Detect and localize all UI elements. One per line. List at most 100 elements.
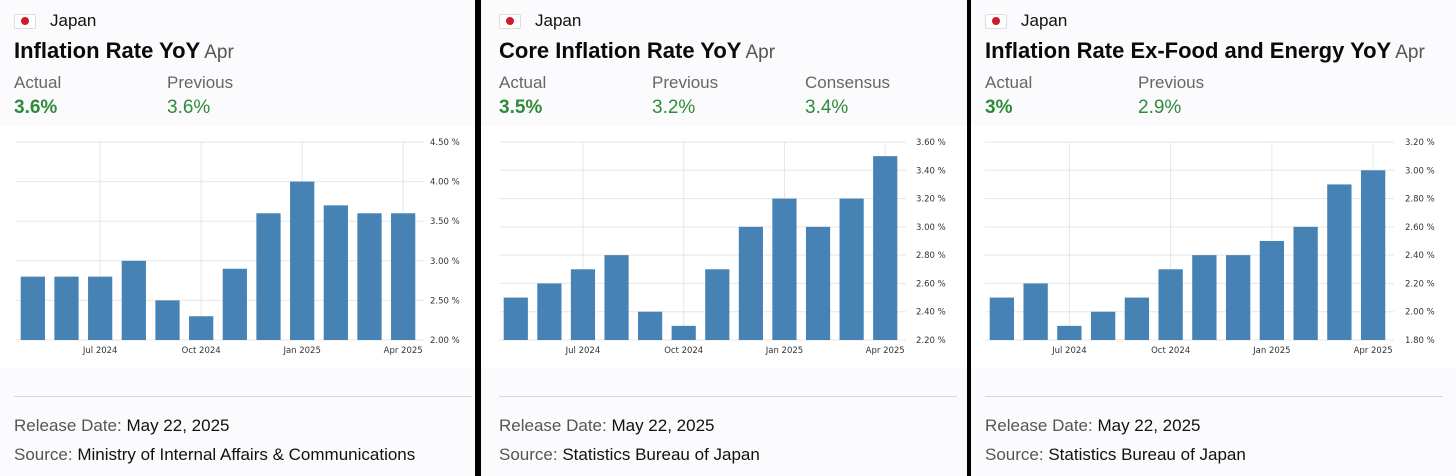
- bar: [1259, 241, 1285, 340]
- country-name: Japan: [50, 11, 97, 30]
- period-label: Apr: [204, 42, 234, 63]
- bar: [1225, 255, 1251, 340]
- indicator-title: Inflation Rate YoY: [14, 38, 201, 63]
- y-tick-label: 2.40 %: [916, 308, 946, 318]
- bar: [323, 205, 348, 340]
- x-tick-label: Jan 2025: [1252, 346, 1290, 356]
- stat-value: 3.5%: [499, 97, 543, 118]
- bar: [604, 255, 629, 340]
- country-row: Japan: [499, 11, 581, 31]
- y-tick-label: 3.00 %: [1405, 166, 1435, 176]
- bar: [54, 276, 79, 340]
- period-label: Apr: [1395, 42, 1425, 63]
- bar-chart: 2.00 % 2.50 % 3.00 % 3.50 % 4.00 % 4.50 % Jul …: [0, 126, 475, 368]
- source-value: Statistics Bureau of Japan: [562, 445, 760, 464]
- bar: [570, 269, 596, 340]
- stat-label: Consensus: [805, 73, 891, 92]
- bar: [222, 268, 247, 340]
- y-tick-label: 2.50 %: [430, 296, 460, 306]
- stat-label: Actual: [985, 73, 1033, 92]
- y-tick-label: 3.20 %: [1405, 138, 1435, 148]
- source: Source: Statistics Bureau of Japan: [985, 445, 1246, 465]
- title-row: Inflation Rate YoY Apr: [14, 38, 234, 64]
- y-tick-label: 3.50 %: [430, 217, 460, 227]
- bar: [1057, 325, 1082, 340]
- source-label: Source:: [14, 445, 73, 464]
- release-date-value: May 22, 2025: [611, 416, 715, 435]
- stat-previous: Previous 2.9%: [1138, 73, 1204, 119]
- stat-label: Actual: [14, 73, 62, 92]
- japan-flag-icon: [985, 13, 1007, 29]
- bar: [738, 226, 763, 340]
- stat-label: Previous: [1138, 73, 1205, 92]
- stat-value: 3%: [985, 97, 1013, 118]
- bar: [839, 198, 864, 340]
- release-date: Release Date: May 22, 2025: [499, 416, 714, 436]
- bar: [772, 198, 797, 340]
- stat-value: 3.2%: [652, 97, 696, 118]
- y-tick-label: 2.60 %: [916, 279, 946, 289]
- x-tick-label: Oct 2024: [664, 346, 703, 356]
- indicator-title: Inflation Rate Ex-Food and Energy YoY: [985, 38, 1392, 63]
- bar: [256, 213, 281, 340]
- stat-label: Previous: [652, 73, 719, 92]
- bar: [1293, 226, 1318, 340]
- bar: [1158, 269, 1183, 340]
- x-tick-label: Apr 2025: [1354, 346, 1393, 356]
- period-label: Apr: [745, 42, 776, 63]
- stat-actual: Actual 3.5%: [499, 73, 546, 119]
- bar: [1124, 297, 1150, 340]
- stat-previous: Previous 3.6%: [167, 73, 233, 119]
- title-row: Inflation Rate Ex-Food and Energy YoY Apr: [985, 38, 1425, 64]
- y-tick-label: 3.40 %: [916, 166, 946, 176]
- stat-value: 3.4%: [805, 97, 849, 118]
- divider: [985, 396, 1443, 397]
- bar: [1360, 170, 1386, 340]
- release-date: Release Date: May 22, 2025: [985, 416, 1200, 436]
- bar: [1023, 283, 1048, 340]
- stat-previous: Previous 3.2%: [652, 73, 718, 119]
- stat-actual: Actual 3%: [985, 73, 1032, 119]
- y-tick-label: 4.00 %: [430, 178, 460, 188]
- y-tick-label: 2.20 %: [1405, 279, 1435, 289]
- x-tick-label: Apr 2025: [866, 346, 905, 356]
- bar: [705, 269, 730, 340]
- source-value: Ministry of Internal Affairs & Communica…: [77, 445, 416, 464]
- japan-flag-icon: [14, 13, 36, 29]
- bar: [290, 181, 315, 340]
- panel-core-inflation-rate: Japan Core Inflation Rate YoY Apr Actual …: [481, 0, 967, 476]
- bar: [1192, 255, 1217, 340]
- x-tick-label: Jan 2025: [282, 346, 320, 356]
- y-tick-label: 1.80 %: [1405, 336, 1435, 346]
- divider: [499, 396, 957, 397]
- stat-label: Previous: [167, 73, 234, 92]
- y-tick-label: 2.00 %: [1405, 308, 1435, 318]
- bar: [805, 226, 831, 340]
- y-tick-label: 2.60 %: [1405, 223, 1435, 233]
- country-name: Japan: [535, 11, 582, 30]
- japan-flag-icon: [499, 13, 521, 29]
- x-tick-label: Jan 2025: [765, 346, 803, 356]
- panel-inflation-ex-food-energy: Japan Inflation Rate Ex-Food and Energy …: [971, 0, 1456, 476]
- release-date: Release Date: May 22, 2025: [14, 416, 229, 436]
- release-date-label: Release Date:: [985, 416, 1093, 435]
- stat-actual: Actual 3.6%: [14, 73, 61, 119]
- y-tick-label: 2.80 %: [916, 251, 946, 261]
- source-value: Statistics Bureau of Japan: [1048, 445, 1246, 464]
- bar: [537, 283, 562, 340]
- release-date-label: Release Date:: [14, 416, 122, 435]
- bar: [391, 213, 416, 340]
- chart-svg: 2.20 % 2.40 % 2.60 % 2.80 % 3.00 % 3.20 % 3.40…: [499, 138, 946, 356]
- y-tick-label: 2.80 %: [1405, 195, 1435, 205]
- source: Source: Statistics Bureau of Japan: [499, 445, 760, 465]
- stat-label: Actual: [499, 73, 547, 92]
- y-tick-label: 4.50 %: [430, 138, 460, 148]
- source-label: Source:: [499, 445, 558, 464]
- stat-consensus: Consensus 3.4%: [805, 73, 890, 119]
- release-date-value: May 22, 2025: [1097, 416, 1201, 435]
- release-date-value: May 22, 2025: [126, 416, 230, 435]
- bar: [638, 311, 663, 340]
- bar: [1327, 184, 1352, 340]
- panel-inflation-rate: Japan Inflation Rate YoY Apr Actual 3.6% …: [0, 0, 475, 476]
- y-tick-label: 2.20 %: [916, 336, 946, 346]
